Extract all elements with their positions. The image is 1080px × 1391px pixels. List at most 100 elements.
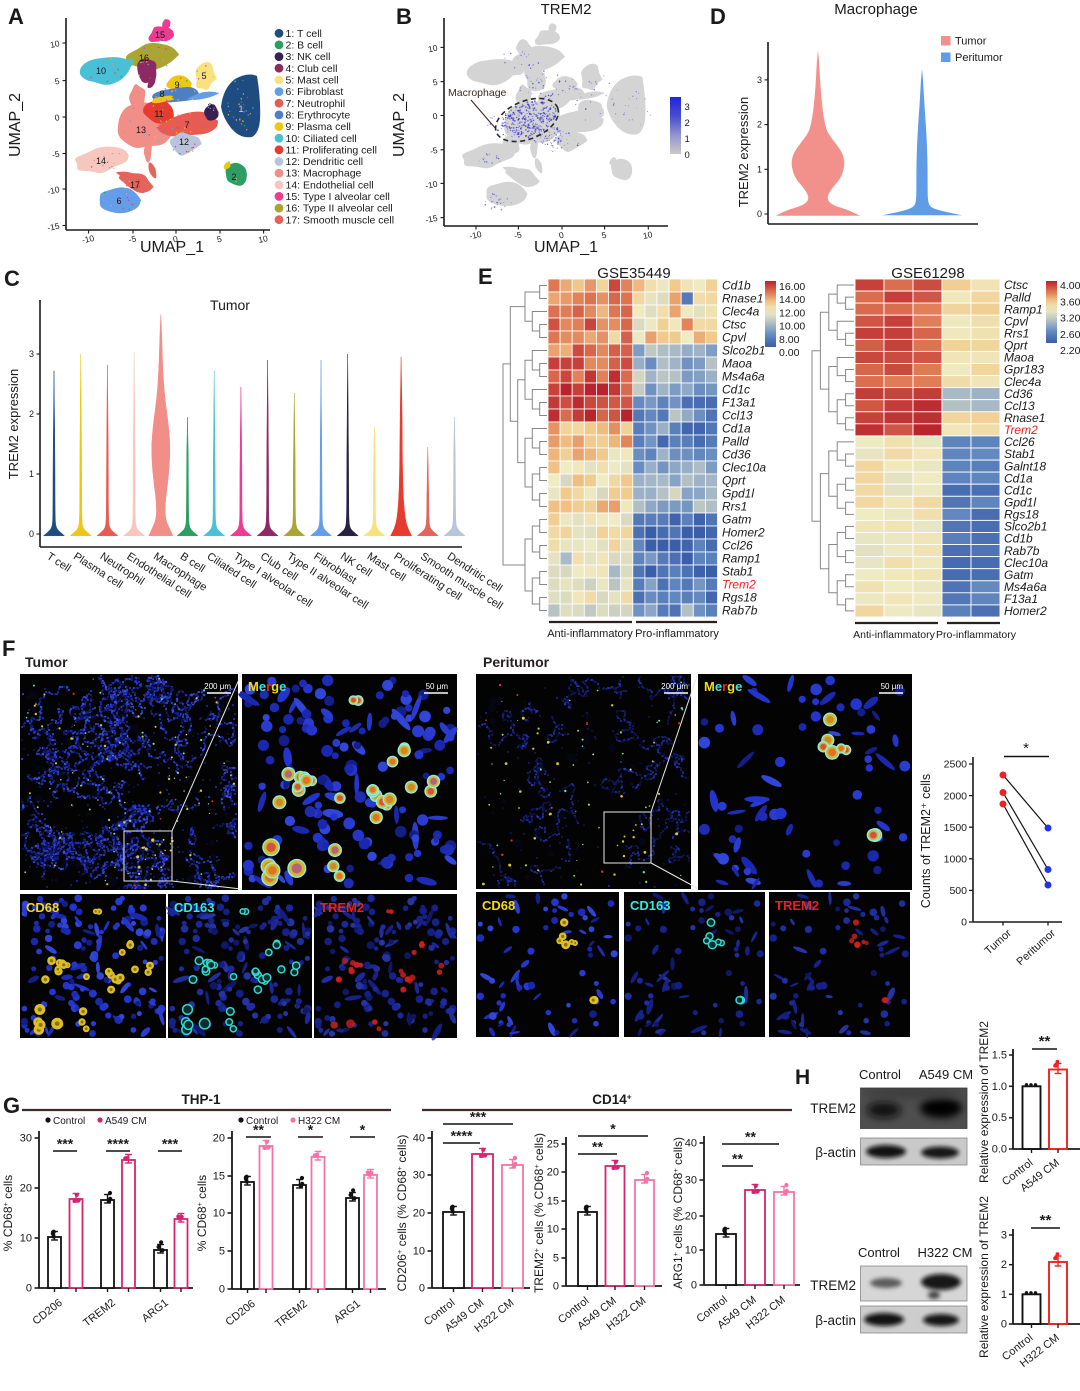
svg-text:Ms4a6a: Ms4a6a bbox=[1004, 580, 1047, 594]
svg-text:F: F bbox=[2, 636, 15, 661]
svg-text:A549 CM: A549 CM bbox=[919, 1067, 973, 1082]
svg-text:Stab1: Stab1 bbox=[722, 565, 753, 579]
svg-text:Slco2b1: Slco2b1 bbox=[722, 344, 765, 358]
svg-text:3: 3 bbox=[207, 102, 212, 112]
svg-text:Trem2: Trem2 bbox=[722, 578, 756, 592]
svg-text:10.00: 10.00 bbox=[779, 321, 805, 333]
svg-text:Ramp1: Ramp1 bbox=[1004, 302, 1043, 316]
svg-text:TREM2: TREM2 bbox=[810, 1101, 856, 1116]
svg-text:***: *** bbox=[57, 1136, 74, 1152]
svg-text:Anti-inflammatory: Anti-inflammatory bbox=[547, 628, 633, 640]
svg-text:****: **** bbox=[107, 1136, 129, 1152]
svg-text:4.00: 4.00 bbox=[1060, 280, 1080, 292]
svg-text:A: A bbox=[8, 4, 24, 29]
svg-text:5: 5 bbox=[553, 1253, 559, 1265]
svg-text:Peritumor: Peritumor bbox=[955, 52, 1003, 64]
svg-text:CD206+ cells (% CD68+ cells): CD206+ cells (% CD68+ cells) bbox=[395, 1135, 409, 1292]
svg-text:500: 500 bbox=[949, 885, 967, 897]
svg-text:H: H bbox=[795, 1066, 810, 1089]
svg-text:9: Plasma cell: 9: Plasma cell bbox=[286, 121, 351, 133]
svg-text:Gatm: Gatm bbox=[722, 513, 751, 527]
svg-text:β-actin: β-actin bbox=[815, 1145, 856, 1160]
svg-text:Ctsc: Ctsc bbox=[1004, 278, 1028, 292]
svg-text:1: 1 bbox=[29, 469, 34, 479]
svg-text:B: B bbox=[396, 4, 412, 29]
svg-text:Cd36: Cd36 bbox=[722, 448, 751, 462]
svg-text:10: 10 bbox=[49, 38, 61, 50]
svg-text:2: B cell: 2: B cell bbox=[286, 40, 323, 52]
svg-text:**: ** bbox=[1040, 1212, 1052, 1229]
svg-text:Relative expression of TREM2: Relative expression of TREM2 bbox=[977, 1196, 991, 1358]
svg-text:1: 1 bbox=[757, 164, 762, 174]
svg-text:% CD68+ cells: % CD68+ cells bbox=[195, 1175, 209, 1251]
svg-text:2: 2 bbox=[231, 172, 236, 182]
svg-text:Cpvl: Cpvl bbox=[722, 331, 746, 345]
svg-text:0: 0 bbox=[419, 1283, 425, 1295]
svg-text:Rgs18: Rgs18 bbox=[1004, 508, 1039, 522]
svg-text:7: Neutrophil: 7: Neutrophil bbox=[286, 98, 346, 110]
svg-text:50 μm: 50 μm bbox=[881, 682, 904, 691]
svg-text:D: D bbox=[710, 4, 726, 29]
svg-text:2: 2 bbox=[1001, 1259, 1007, 1271]
svg-text:20: 20 bbox=[685, 1211, 697, 1223]
svg-text:Rgs18: Rgs18 bbox=[722, 591, 757, 605]
svg-text:Peritumor: Peritumor bbox=[483, 654, 550, 670]
svg-text:F13a1: F13a1 bbox=[1004, 592, 1038, 606]
svg-text:0: 0 bbox=[172, 234, 179, 245]
svg-text:50 μm: 50 μm bbox=[426, 682, 449, 691]
svg-text:3.60: 3.60 bbox=[1060, 296, 1080, 308]
svg-text:Palld: Palld bbox=[1004, 290, 1031, 304]
svg-text:Gpd1l: Gpd1l bbox=[1004, 496, 1036, 510]
svg-text:10: 10 bbox=[96, 66, 106, 76]
svg-text:CD68: CD68 bbox=[482, 898, 515, 913]
svg-text:TREM2: TREM2 bbox=[810, 1278, 856, 1293]
svg-text:Cd1b: Cd1b bbox=[722, 279, 751, 293]
svg-text:*: * bbox=[308, 1122, 314, 1138]
svg-text:40: 40 bbox=[685, 1138, 697, 1150]
svg-text:Clec4a: Clec4a bbox=[722, 305, 760, 319]
svg-text:***: *** bbox=[162, 1136, 179, 1152]
svg-text:Rrs1: Rrs1 bbox=[722, 500, 747, 514]
svg-text:Ctsc: Ctsc bbox=[722, 318, 746, 332]
svg-text:10: 10 bbox=[685, 1245, 697, 1257]
svg-text:A549 CM: A549 CM bbox=[105, 1116, 147, 1127]
svg-text:Rnase1: Rnase1 bbox=[1004, 411, 1045, 425]
svg-text:10: 10 bbox=[427, 43, 439, 55]
svg-text:Ms4a6a: Ms4a6a bbox=[722, 370, 765, 384]
svg-text:*: * bbox=[1023, 740, 1029, 757]
svg-text:Palld: Palld bbox=[722, 435, 749, 449]
svg-text:Galnt18: Galnt18 bbox=[1004, 459, 1046, 473]
svg-text:UMAP_2: UMAP_2 bbox=[391, 93, 408, 157]
svg-text:-15: -15 bbox=[46, 221, 60, 233]
svg-text:-5: -5 bbox=[513, 229, 523, 240]
svg-text:16: Type II alveolar cell: 16: Type II alveolar cell bbox=[286, 203, 393, 215]
svg-text:3: 3 bbox=[29, 349, 34, 359]
svg-text:Macrophage: Macrophage bbox=[448, 87, 507, 99]
svg-text:1.5: 1.5 bbox=[992, 1050, 1007, 1062]
svg-text:-5: -5 bbox=[128, 233, 138, 244]
svg-text:Gatm: Gatm bbox=[1004, 568, 1033, 582]
svg-text:Cd1a: Cd1a bbox=[722, 422, 751, 436]
svg-text:Ccl26: Ccl26 bbox=[722, 539, 753, 553]
svg-text:CD163: CD163 bbox=[174, 900, 214, 915]
svg-text:Gpr183: Gpr183 bbox=[1004, 363, 1044, 377]
svg-text:5: 5 bbox=[54, 76, 61, 87]
svg-text:Merge: Merge bbox=[248, 679, 286, 694]
svg-text:-10: -10 bbox=[468, 229, 482, 241]
svg-text:5: 5 bbox=[601, 230, 608, 241]
svg-text:10: 10 bbox=[257, 233, 269, 245]
svg-text:Counts of TREM2⁺ cells: Counts of TREM2⁺ cells bbox=[919, 774, 933, 908]
svg-text:7: 7 bbox=[184, 120, 189, 130]
svg-text:1: 1 bbox=[1001, 1289, 1007, 1301]
svg-text:Clec10a: Clec10a bbox=[722, 461, 766, 475]
svg-text:Merge: Merge bbox=[704, 679, 742, 694]
svg-text:Stab1: Stab1 bbox=[1004, 447, 1035, 461]
svg-text:Ramp1: Ramp1 bbox=[722, 552, 761, 566]
svg-text:GSE35449: GSE35449 bbox=[597, 265, 670, 282]
svg-text:0: 0 bbox=[219, 1284, 225, 1296]
svg-text:**: ** bbox=[1039, 1033, 1051, 1050]
svg-text:5: Mast cell: 5: Mast cell bbox=[286, 75, 339, 87]
svg-text:5: 5 bbox=[216, 234, 223, 245]
svg-text:Homer2: Homer2 bbox=[722, 526, 765, 540]
svg-text:β-actin: β-actin bbox=[815, 1313, 856, 1328]
